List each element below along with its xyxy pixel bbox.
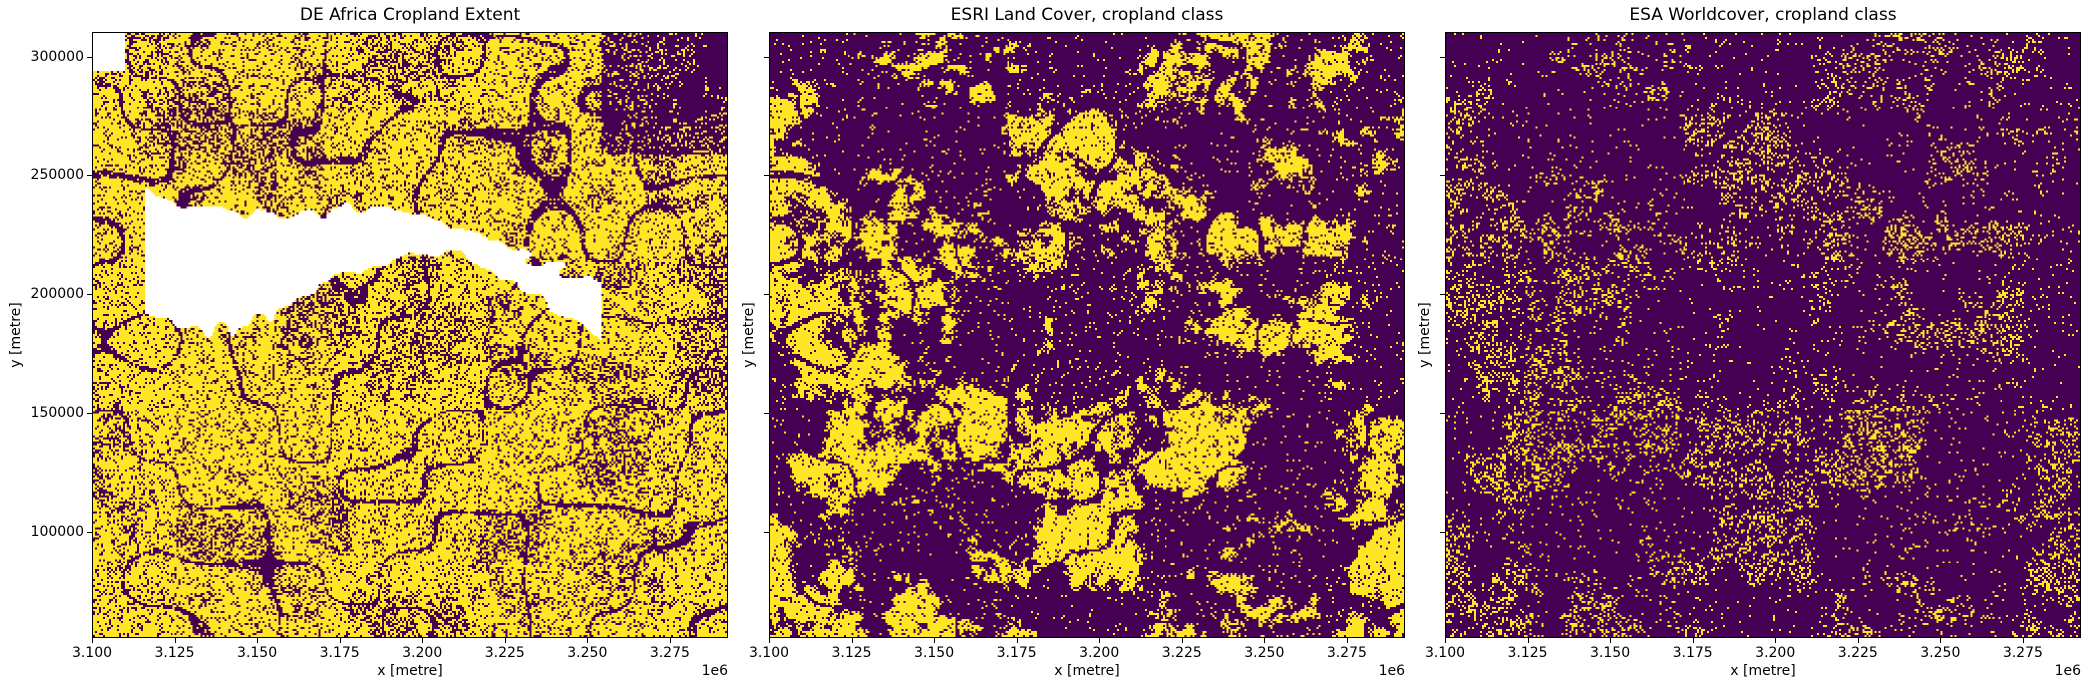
x-tick-mark [422,638,423,643]
chart-title: DE Africa Cropland Extent [299,5,521,25]
y-tick-mark [87,532,92,533]
x-tick-label: 3.125 [154,645,195,661]
x-tick-mark [505,638,506,643]
x-tick-mark [587,638,588,643]
y-tick-mark [87,294,92,295]
x-tick-mark [2023,638,2024,643]
y-tick-mark [1440,57,1445,58]
chart-title: ESRI Land Cover, cropland class [950,5,1224,25]
x-axis-label: x [metre] [1730,663,1796,679]
x-tick-label: 3.125 [831,645,872,661]
x-tick-label: 3.200 [1755,645,1796,661]
y-tick-mark [1440,175,1445,176]
y-tick-mark [1440,532,1445,533]
x-tick-label: 3.150 [1590,645,1631,661]
y-tick-mark [764,57,769,58]
y-tick-mark [764,413,769,414]
x-tick-label: 3.225 [484,645,525,661]
x-tick-label: 3.250 [567,645,608,661]
x-tick-mark [852,638,853,643]
y-tick-label: 200000 [30,286,84,303]
raster-plot-area [92,32,728,638]
y-tick-label: 300000 [30,48,84,65]
x-tick-label: 3.250 [1244,645,1285,661]
x-tick-label: 3.175 [319,645,360,661]
x-axis-label: x [metre] [377,663,443,679]
y-tick-mark [1440,294,1445,295]
cropland-raster-image [93,33,727,637]
x-tick-mark [1528,638,1529,643]
x-tick-label: 3.275 [2002,645,2043,661]
x-tick-mark [257,638,258,643]
x-tick-label: 3.175 [996,645,1037,661]
x-tick-label: 3.150 [914,645,955,661]
y-tick-label: 250000 [30,167,84,184]
x-axis-offset-label: 1e6 [1378,663,1405,679]
y-tick-label: 100000 [30,523,84,540]
y-axis-label: y [metre] [741,302,757,368]
x-tick-label: 3.100 [748,645,790,661]
y-axis-label: y [metre] [1417,302,1433,368]
raster-plot-area [1445,32,2081,638]
y-tick-mark [764,532,769,533]
x-tick-label: 3.150 [237,645,278,661]
x-axis-label: x [metre] [1054,663,1120,679]
y-tick-mark [764,175,769,176]
x-tick-mark [92,638,93,643]
x-tick-mark [934,638,935,643]
x-tick-mark [1099,638,1100,643]
chart-title: ESA Worldcover, cropland class [1629,5,1897,25]
x-tick-mark [1610,638,1611,643]
x-tick-label: 3.100 [71,645,113,661]
y-axis-label: y [metre] [8,302,24,368]
x-axis-offset-label: 1e6 [701,663,728,679]
x-tick-mark [1445,638,1446,643]
x-tick-mark [1940,638,1941,643]
x-tick-mark [1264,638,1265,643]
x-tick-label: 3.225 [1837,645,1878,661]
x-tick-mark [1858,638,1859,643]
x-tick-mark [1693,638,1694,643]
x-tick-mark [340,638,341,643]
y-tick-mark [764,294,769,295]
x-tick-mark [1347,638,1348,643]
y-tick-mark [87,413,92,414]
x-tick-mark [1182,638,1183,643]
x-tick-label: 3.200 [1079,645,1120,661]
x-tick-mark [1775,638,1776,643]
x-tick-label: 3.275 [1326,645,1367,661]
x-tick-label: 3.100 [1424,645,1466,661]
x-tick-mark [175,638,176,643]
y-tick-mark [87,175,92,176]
cropland-raster-image [770,33,1404,637]
x-tick-label: 3.125 [1507,645,1548,661]
x-tick-label: 3.250 [1920,645,1961,661]
raster-plot-area [769,32,1405,638]
x-tick-label: 3.175 [1672,645,1713,661]
y-tick-mark [1440,413,1445,414]
x-tick-label: 3.200 [402,645,443,661]
x-axis-offset-label: 1e6 [2054,663,2081,679]
y-tick-mark [87,57,92,58]
y-tick-label: 150000 [30,404,84,421]
x-tick-label: 3.225 [1161,645,1202,661]
x-tick-label: 3.275 [649,645,690,661]
cropland-raster-image [1446,33,2080,637]
x-tick-mark [670,638,671,643]
x-tick-mark [769,638,770,643]
x-tick-mark [1017,638,1018,643]
